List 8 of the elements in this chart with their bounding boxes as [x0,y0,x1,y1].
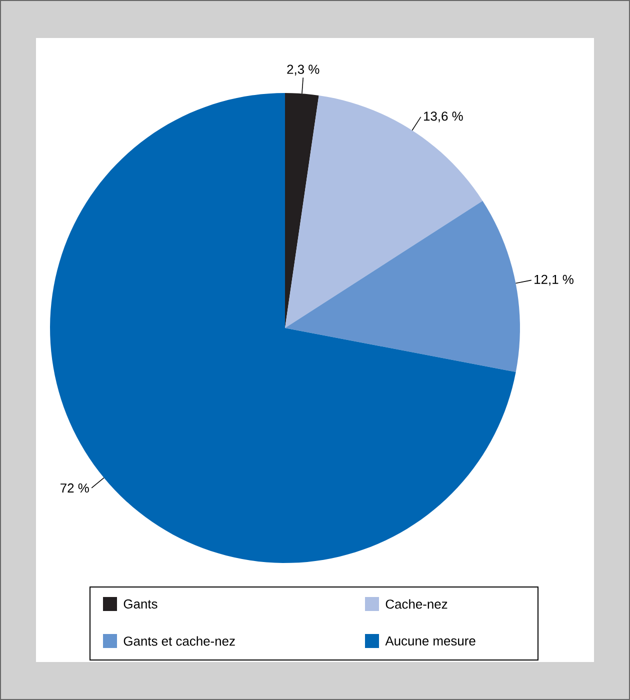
legend-label: Cache-nez [386,599,448,609]
data-label: 12,1 % [534,274,574,286]
legend-label: Gants [124,599,158,609]
data-label: 13,6 % [424,112,463,122]
data-label: 72 % [60,483,89,493]
legend-label: Gants et cache-nez [124,636,235,646]
data-label: 2,3 % [287,64,320,76]
legend-label: Aucune mesure [385,636,476,646]
